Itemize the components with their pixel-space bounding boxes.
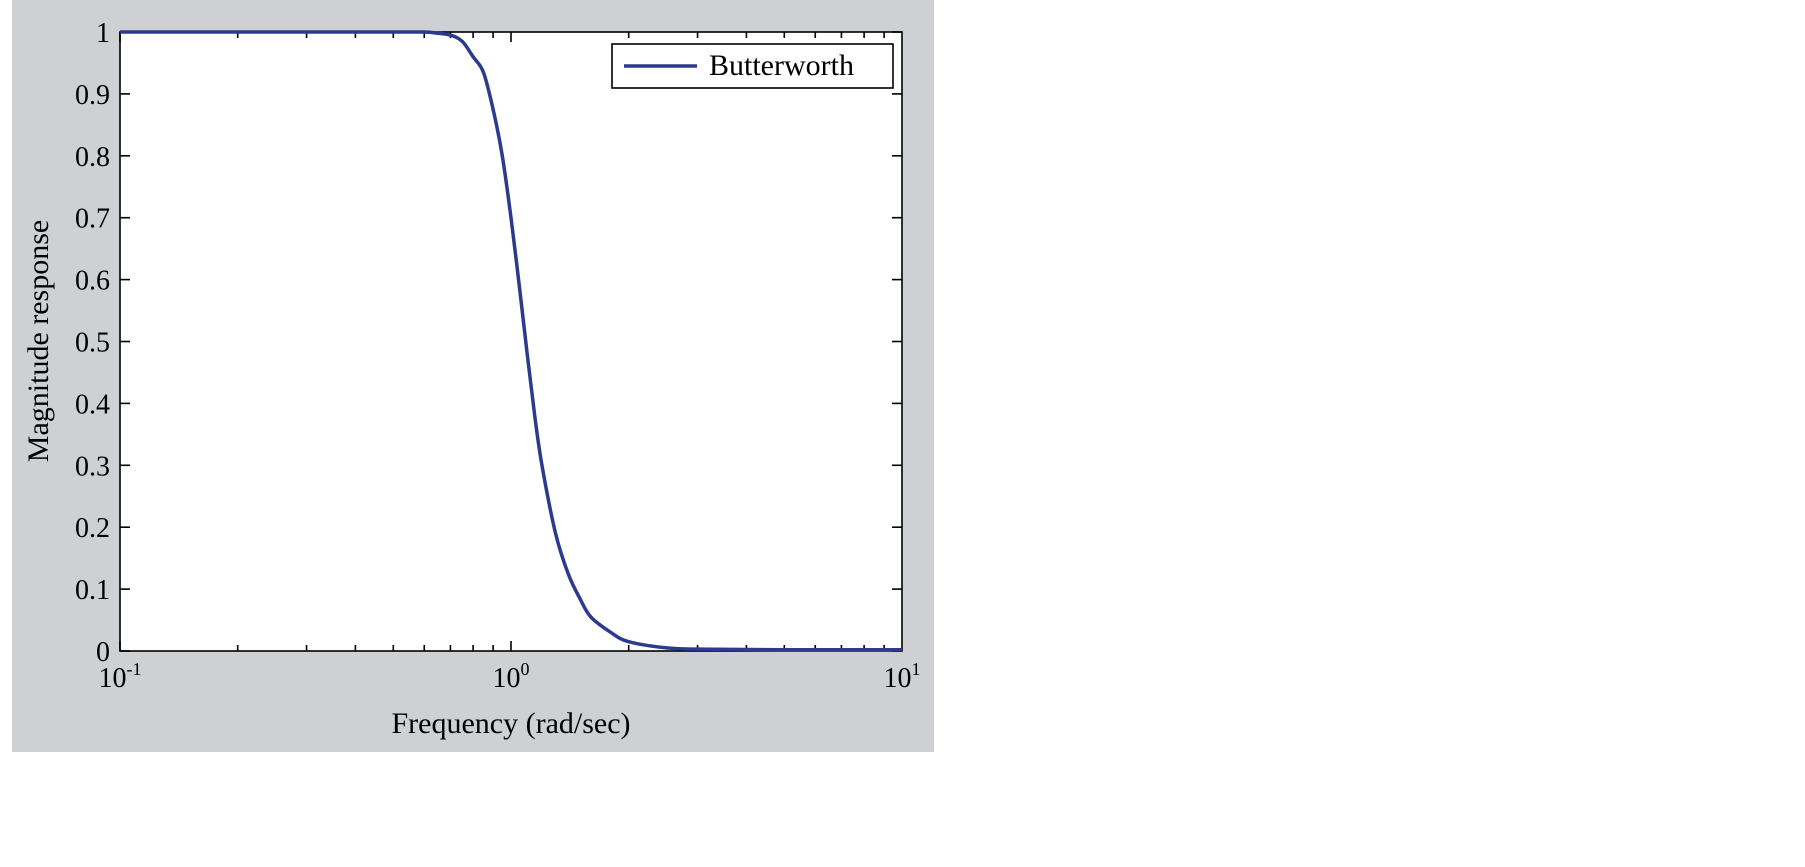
x-tick-exponent: -1	[127, 659, 142, 679]
y-tick-label: 0.5	[75, 328, 110, 359]
x-tick-label: 101	[884, 659, 921, 694]
x-tick-exponent: 0	[521, 659, 530, 679]
x-tick-base: 10	[493, 663, 521, 694]
y-axis-label: Magnitude response	[22, 220, 55, 462]
y-tick-label: 0.8	[75, 142, 110, 173]
x-tick-label: 10-1	[99, 659, 142, 694]
series-line-butterworth	[119, 30, 903, 652]
y-tick-label: 0.6	[75, 266, 110, 297]
x-axis-label: Frequency (rad/sec)	[391, 707, 630, 740]
y-tick-label: 0.4	[75, 389, 110, 420]
y-tick-label: 1	[96, 18, 110, 49]
x-axis-ticks: 10-1 100 101	[99, 32, 921, 694]
x-tick-label: 100	[493, 659, 530, 694]
y-tick-label: 0.1	[75, 575, 110, 606]
y-tick-label: 0.2	[75, 513, 110, 544]
y-tick-label: 0.7	[75, 204, 110, 235]
plot-area	[119, 31, 903, 652]
y-tick-label: 0.3	[75, 451, 110, 482]
legend: Butterworth	[611, 43, 894, 89]
y-tick-label: 0.9	[75, 80, 110, 111]
legend-label-butterworth: Butterworth	[709, 49, 854, 82]
x-tick-exponent: 1	[912, 659, 921, 679]
x-tick-base: 10	[99, 663, 127, 694]
x-tick-base: 10	[884, 663, 912, 694]
y-tick-label: 0	[96, 637, 110, 668]
y-axis-ticks: 0 0.1 0.2 0.3 0.4 0.5 0.6 0.7 0.8 0.9 1	[75, 18, 902, 668]
